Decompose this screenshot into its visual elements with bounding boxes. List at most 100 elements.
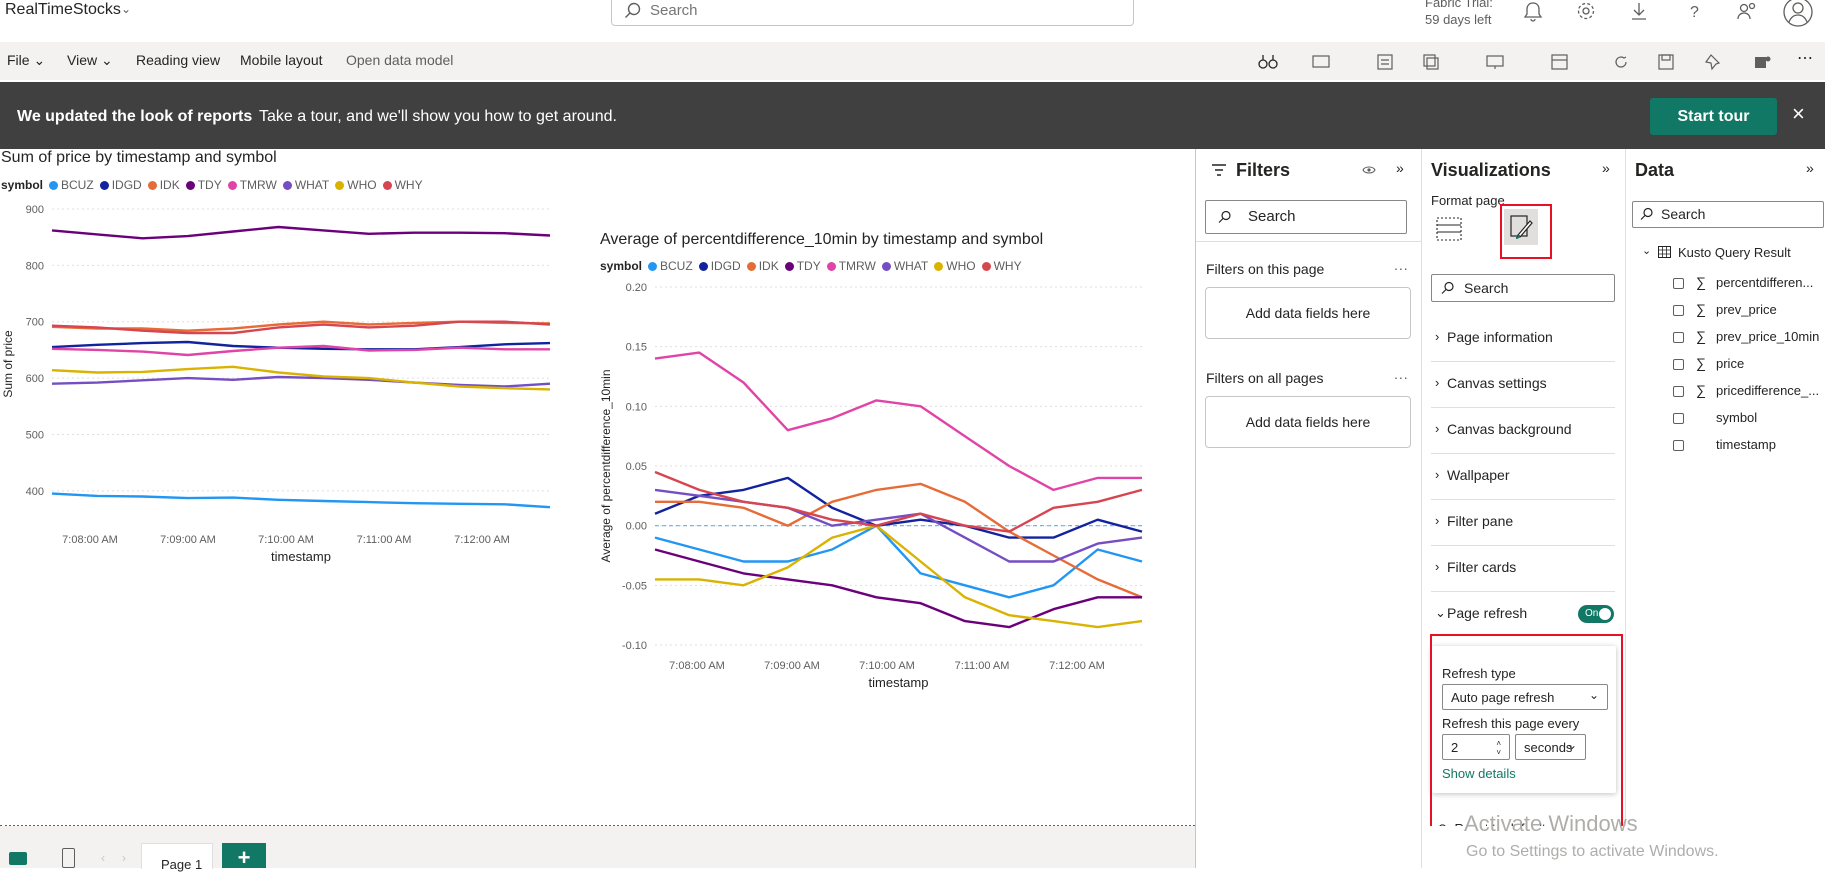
section-wallpaper[interactable]: › Wallpaper: [1431, 455, 1615, 500]
search-input[interactable]: [648, 1, 1052, 20]
section-page-refresh[interactable]: ⌄ Page refresh: [1431, 593, 1615, 638]
legend-item-idk[interactable]: IDK: [746, 259, 779, 273]
comment-icon[interactable]: [1310, 52, 1332, 72]
format-paintbrush-icon: [1510, 215, 1533, 239]
data-search-input[interactable]: Search: [1632, 201, 1824, 228]
chevron-down-icon[interactable]: ⌄: [121, 2, 132, 16]
legend-item-who[interactable]: WHO: [934, 259, 976, 273]
build-visual-icon[interactable]: [1435, 215, 1463, 243]
legend-item-tmrw[interactable]: TMRW: [227, 178, 277, 192]
next-page-icon[interactable]: ›: [122, 851, 126, 865]
table-name[interactable]: Kusto Query Result: [1678, 245, 1791, 260]
share-people-icon[interactable]: [1734, 0, 1760, 24]
collapse-filters-icon[interactable]: »: [1396, 160, 1404, 176]
legend-item-what[interactable]: WHAT: [282, 178, 329, 192]
menu-open-data-model[interactable]: Open data model: [346, 52, 454, 68]
download-icon[interactable]: [1626, 0, 1652, 24]
format-visual-tab[interactable]: [1504, 209, 1538, 245]
legend-item-bcuz[interactable]: BCUZ: [49, 178, 94, 192]
more-options-icon[interactable]: ⋯: [1797, 50, 1813, 67]
menu-view[interactable]: View ⌄: [67, 52, 113, 68]
desktop-view-icon[interactable]: [9, 852, 27, 865]
save-icon[interactable]: [1655, 52, 1677, 72]
field-checkbox[interactable]: [1673, 305, 1684, 316]
present-icon[interactable]: [1484, 52, 1506, 72]
page-tab-label: Page 1: [161, 857, 203, 872]
legend-item-idk[interactable]: IDK: [147, 178, 180, 192]
section-filter-pane[interactable]: › Filter pane: [1431, 501, 1615, 546]
filters-search-input[interactable]: Search: [1205, 200, 1407, 234]
search-input-wrapper[interactable]: [611, 0, 1134, 26]
legend-item-who[interactable]: WHO: [335, 178, 377, 192]
legend-item-tdy[interactable]: TDY: [784, 259, 821, 273]
mobile-view-icon[interactable]: [62, 848, 75, 868]
section-canvas-background[interactable]: › Canvas background: [1431, 409, 1615, 454]
menu-file[interactable]: File ⌄: [7, 52, 46, 68]
copy-icon[interactable]: [1421, 52, 1443, 72]
gear-icon[interactable]: [1573, 0, 1599, 24]
field-name[interactable]: symbol: [1716, 410, 1758, 425]
field-name[interactable]: prev_price: [1716, 302, 1777, 317]
section-page-information[interactable]: › Page information: [1431, 317, 1615, 362]
bell-icon[interactable]: [1520, 0, 1546, 24]
field-checkbox[interactable]: [1673, 332, 1684, 343]
show-details-link[interactable]: Show details: [1442, 766, 1516, 781]
refresh-icon[interactable]: [1610, 52, 1632, 72]
field-checkbox[interactable]: [1673, 359, 1684, 370]
legend-item-why[interactable]: WHY: [981, 259, 1022, 273]
eye-icon[interactable]: [1362, 164, 1376, 176]
section-label: Filter pane: [1447, 513, 1514, 529]
field-checkbox[interactable]: [1673, 440, 1684, 451]
add-page-button[interactable]: +: [222, 843, 266, 870]
chart1-legend[interactable]: symbol BCUZ IDGD IDK TDY TMRW WHAT WHO WHY: [1, 178, 429, 192]
menu-reading-view[interactable]: Reading view: [136, 52, 221, 68]
legend-item-what[interactable]: WHAT: [881, 259, 928, 273]
refresh-type-dropdown[interactable]: Auto page refresh ⌄: [1442, 684, 1608, 710]
menu-mobile-layout[interactable]: Mobile layout: [240, 52, 323, 68]
legend-item-why[interactable]: WHY: [382, 178, 423, 192]
filters-page-dropzone[interactable]: Add data fields here: [1205, 287, 1411, 339]
stepper-arrows-icon[interactable]: ˄ ˅: [1496, 739, 1501, 757]
help-icon[interactable]: ?: [1681, 0, 1707, 24]
legend-item-bcuz[interactable]: BCUZ: [648, 259, 693, 273]
chart2-legend[interactable]: symbol BCUZ IDGD IDK TDY TMRW WHAT WHO WHY: [600, 259, 1028, 273]
avatar[interactable]: [1783, 0, 1813, 27]
more-options-icon[interactable]: ...: [1394, 366, 1409, 382]
start-tour-button[interactable]: Start tour: [1650, 98, 1777, 135]
notes-icon[interactable]: [1374, 52, 1396, 72]
legend-item-tmrw[interactable]: TMRW: [826, 259, 876, 273]
chart1-plot[interactable]: 900 800 700 600 500 400 7:08:00 AM 7:09:00 AM 7:…: [0, 189, 570, 789]
app-title[interactable]: RealTimeStocks: [5, 1, 121, 18]
field-checkbox[interactable]: [1673, 278, 1684, 289]
legend-item-tdy[interactable]: TDY: [185, 178, 222, 192]
section-filter-cards[interactable]: › Filter cards: [1431, 547, 1615, 592]
field-name[interactable]: prev_price_10min: [1716, 329, 1820, 344]
field-name[interactable]: timestamp: [1716, 437, 1776, 452]
refresh-unit-dropdown[interactable]: seconds ⌄: [1515, 734, 1586, 760]
legend-item-idgd[interactable]: IDGD: [99, 178, 142, 192]
field-name[interactable]: pricedifference_...: [1716, 383, 1820, 398]
prev-page-icon[interactable]: ‹: [101, 851, 105, 865]
trial-status[interactable]: Fabric Trial: 59 days left: [1425, 0, 1493, 28]
legend-item-idgd[interactable]: IDGD: [698, 259, 741, 273]
field-checkbox[interactable]: [1673, 413, 1684, 424]
collapse-data-icon[interactable]: »: [1806, 160, 1814, 176]
pin-icon[interactable]: [1703, 52, 1725, 72]
refresh-interval-stepper[interactable]: 2 ˄ ˅: [1442, 734, 1510, 760]
section-canvas-settings[interactable]: › Canvas settings: [1431, 363, 1615, 408]
visualizations-search-input[interactable]: Search: [1431, 274, 1615, 302]
collapse-visualizations-icon[interactable]: »: [1602, 160, 1610, 176]
filters-all-pages-dropzone[interactable]: Add data fields here: [1205, 396, 1411, 448]
field-name[interactable]: percentdifferen...: [1716, 275, 1814, 290]
field-name[interactable]: price: [1716, 356, 1745, 371]
more-options-icon[interactable]: ...: [1394, 257, 1409, 273]
layout-icon[interactable]: [1549, 52, 1571, 72]
close-icon[interactable]: ×: [1792, 101, 1805, 126]
teams-icon[interactable]: [1751, 52, 1773, 72]
chart2-plot[interactable]: 0.20 0.15 0.10 0.05 0.00 -0.05 -0.10 7:08:00 AM…: [590, 269, 1150, 789]
field-checkbox[interactable]: [1673, 386, 1684, 397]
page-refresh-toggle[interactable]: On: [1578, 605, 1614, 623]
chevron-down-icon[interactable]: ⌄: [1642, 245, 1652, 257]
binoculars-icon[interactable]: [1257, 52, 1279, 72]
page-tab[interactable]: Page 1: [141, 843, 213, 872]
